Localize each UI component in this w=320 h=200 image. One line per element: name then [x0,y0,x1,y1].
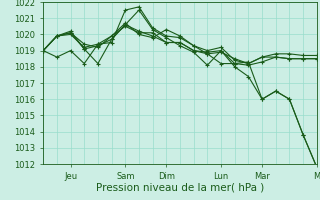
X-axis label: Pression niveau de la mer( hPa ): Pression niveau de la mer( hPa ) [96,182,264,192]
